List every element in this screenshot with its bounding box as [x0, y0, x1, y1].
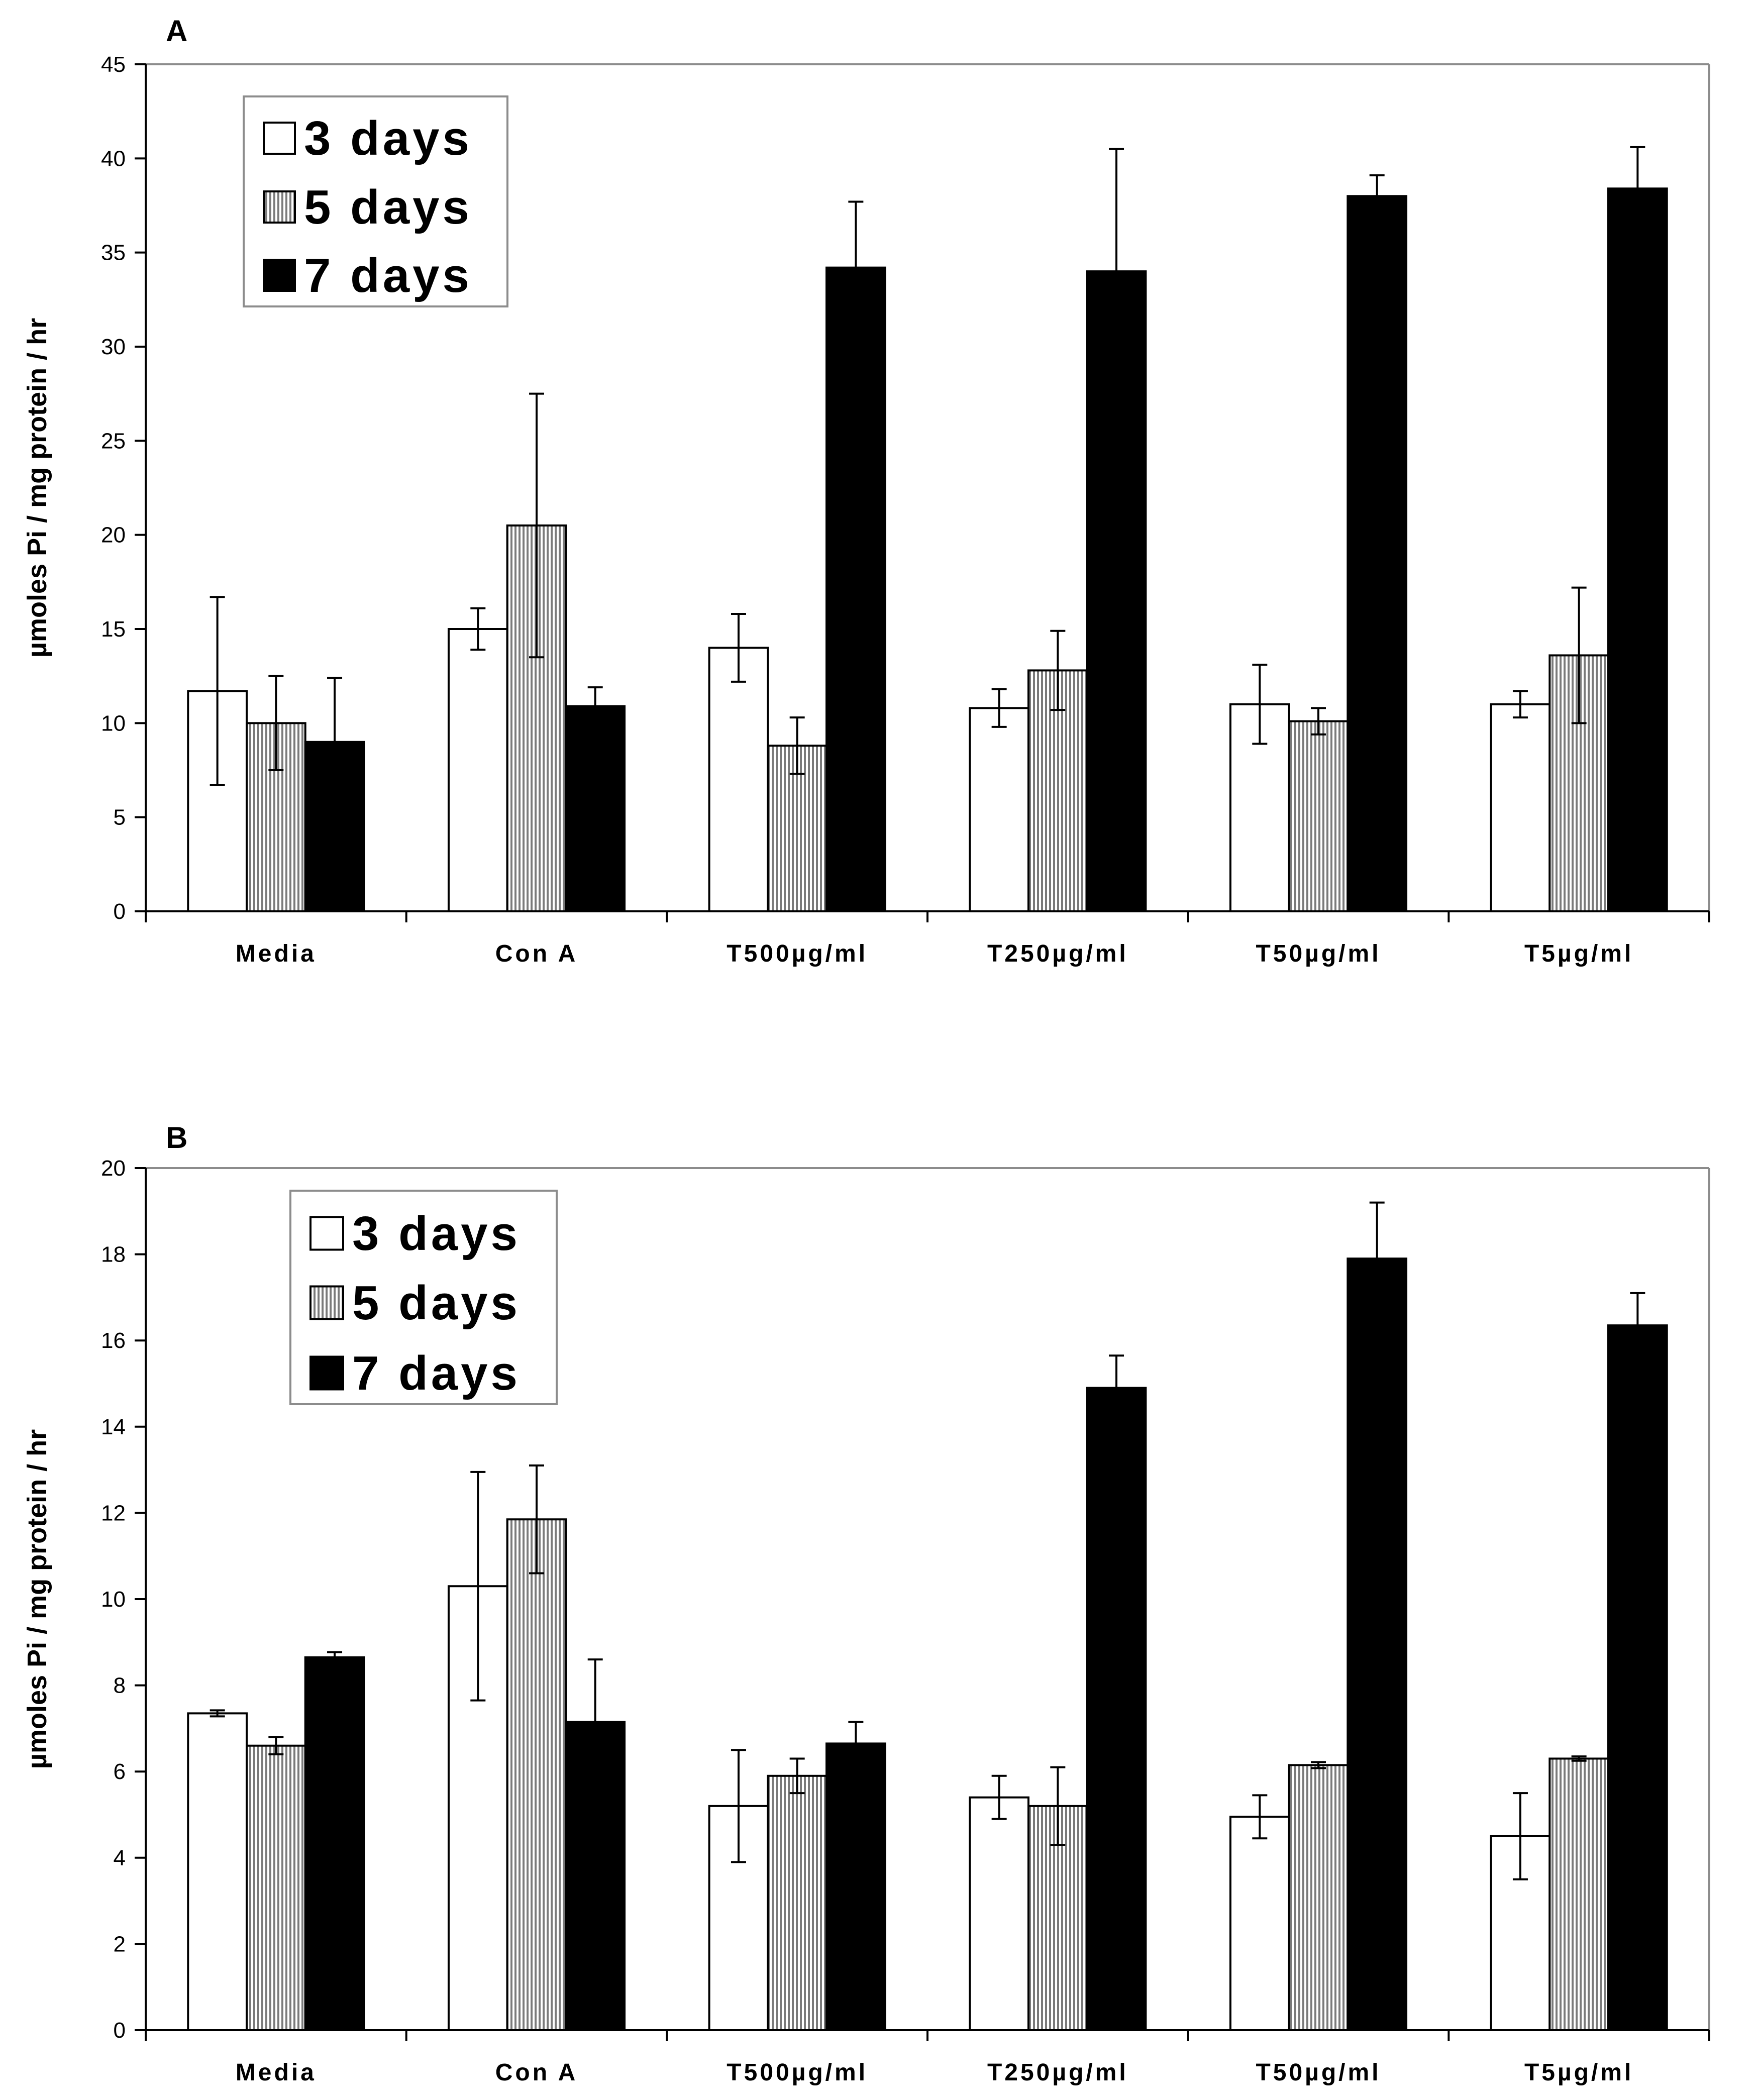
- x-category-label: T5µg/ml: [1524, 2059, 1633, 2086]
- bar-7-days-1: [304, 1656, 365, 2032]
- y-tick-label: 4: [114, 1846, 126, 1870]
- y-tick-label: 2: [114, 1932, 126, 1956]
- y-tick-label: 45: [101, 52, 126, 77]
- legend-label: 7 days: [304, 249, 472, 302]
- x-category-label: Con A: [495, 940, 578, 967]
- panel-label: A: [166, 14, 187, 48]
- x-category-label: T250µg/ml: [987, 2059, 1128, 2086]
- y-tick-label: 20: [101, 523, 126, 548]
- bar-5-days-5: [1288, 1764, 1349, 2032]
- legend-label: 7 days: [352, 1346, 521, 1400]
- legend-swatch: [263, 122, 296, 155]
- x-category-label: T50µg/ml: [1256, 940, 1381, 967]
- bar-7-days-3: [825, 266, 886, 912]
- y-tick-label: 15: [101, 617, 126, 642]
- bar-7-days-5: [1347, 195, 1408, 912]
- y-tick-label: 10: [101, 711, 126, 736]
- legend-label: 5 days: [304, 180, 472, 234]
- legend-label: 3 days: [304, 112, 472, 165]
- legend-swatch: [263, 190, 296, 224]
- y-tick-label: 40: [101, 146, 126, 171]
- y-tick-label: 6: [114, 1759, 126, 1784]
- legend-swatch: [263, 259, 296, 292]
- y-tick-label: 30: [101, 335, 126, 359]
- legend-swatch: [309, 1355, 344, 1391]
- x-category-label: T250µg/ml: [987, 940, 1128, 967]
- bar-5-days-2: [506, 1518, 567, 2031]
- y-tick-label: 20: [101, 1156, 126, 1181]
- legend: 3 days 5 days 7 days: [243, 95, 508, 307]
- bar-7-days-6: [1607, 187, 1668, 912]
- legend-swatch: [309, 1285, 344, 1320]
- bar-3-days-2: [447, 628, 508, 912]
- bar-7-days-5: [1347, 1257, 1408, 2031]
- y-axis-label: µmoles Pi / mg protein / hr: [22, 1429, 52, 1769]
- y-tick-label: 0: [114, 2018, 126, 2043]
- y-tick-label: 14: [101, 1415, 126, 1439]
- panel-label: B: [166, 1121, 187, 1154]
- legend-label: 5 days: [352, 1276, 521, 1330]
- x-category-label: T500µg/ml: [727, 940, 868, 967]
- bar-3-days-4: [969, 1796, 1029, 2031]
- y-tick-label: 16: [101, 1328, 126, 1353]
- bar-7-days-4: [1086, 1387, 1147, 2032]
- y-tick-label: 18: [101, 1242, 126, 1267]
- x-category-label: Con A: [495, 2059, 578, 2086]
- chart-panel-a: A 0 5 10 15 20 25 30 35 40 45 µmoles Pi / mg protei…: [22, 14, 1710, 967]
- legend: 3 days 5 days 7 days: [289, 1190, 558, 1405]
- bar-5-days-5: [1288, 720, 1349, 912]
- bar-5-days-1: [245, 1744, 306, 2031]
- y-tick-label: 5: [114, 805, 126, 830]
- y-tick-label: 12: [101, 1501, 126, 1525]
- legend-label: 3 days: [352, 1207, 521, 1261]
- x-category-label: T5µg/ml: [1524, 940, 1633, 967]
- x-category-label: T500µg/ml: [727, 2059, 868, 2086]
- bar-3-days-4: [969, 707, 1029, 912]
- bar-3-days-3: [708, 647, 769, 912]
- x-category-label: Media: [236, 940, 317, 967]
- bar-7-days-3: [825, 1742, 886, 2031]
- x-category-label: T50µg/ml: [1256, 2059, 1381, 2086]
- bar-3-days-5: [1229, 1816, 1290, 2032]
- bar-5-days-3: [767, 1774, 828, 2032]
- y-axis-label: µmoles Pi / mg protein / hr: [22, 318, 52, 658]
- y-tick-label: 10: [101, 1587, 126, 1612]
- bar-7-days-6: [1607, 1324, 1668, 2031]
- x-category-label: Media: [236, 2059, 317, 2086]
- y-tick-label: 0: [114, 899, 126, 924]
- y-tick-label: 35: [101, 241, 126, 265]
- bar-5-days-6: [1548, 1757, 1610, 2031]
- bar-3-days-1: [187, 1712, 248, 2032]
- chart-panel-b: B 0 2 4 6 8 10 12 14 16 18 20 µmoles Pi / mg protein…: [22, 1121, 1710, 2086]
- y-tick-label: 25: [101, 429, 126, 453]
- legend-swatch: [309, 1216, 344, 1251]
- bar-3-days-6: [1490, 703, 1551, 913]
- bar-7-days-2: [565, 705, 626, 912]
- y-tick-label: 8: [114, 1673, 126, 1698]
